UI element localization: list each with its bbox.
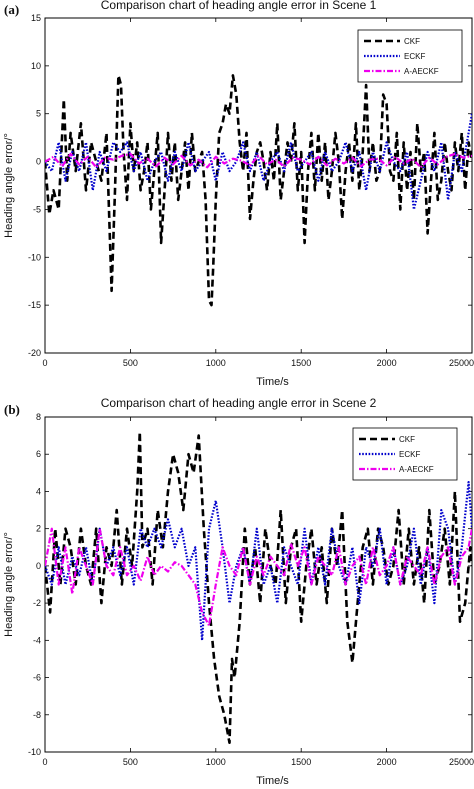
chart-title: Comparison chart of heading angle error … (101, 0, 377, 12)
series-line-a-aeckf (45, 152, 472, 169)
y-tick-label: -8 (33, 710, 41, 720)
series-line-ckf (45, 74, 472, 307)
legend-label: CKF (404, 37, 420, 46)
y-tick-label: -6 (33, 673, 41, 683)
legend: CKF ECKF A-AECKF (352, 427, 458, 481)
x-tick-label: 500 (123, 358, 138, 368)
legend-label: A-AECKF (399, 465, 434, 474)
y-tick-label: 2 (36, 524, 41, 534)
plot-frame (44, 416, 473, 753)
legend-box (357, 29, 463, 83)
y-tick-label: 5 (36, 109, 41, 119)
x-tick-label: 1500 (291, 358, 311, 368)
y-tick-label: -15 (28, 300, 41, 310)
x-tick-label: 1000 (206, 358, 226, 368)
plot-frame (44, 17, 473, 354)
series-line-a-aeckf (45, 527, 472, 627)
series-line-eckf (45, 113, 472, 211)
y-tick-label: -10 (28, 747, 41, 757)
legend: CKF ECKF A-AECKF (357, 29, 463, 83)
y-tick-label: -2 (33, 598, 41, 608)
y-tick-label: 4 (36, 486, 41, 496)
chart-title: Comparison chart of heading angle error … (101, 396, 377, 410)
x-tick-label: 500 (123, 757, 138, 767)
series-line-ckf (45, 430, 472, 745)
legend-box (352, 427, 458, 481)
y-axis-label: Heading angle error/° (3, 532, 15, 637)
panel-label: (b) (4, 402, 20, 417)
y-axis-label: Heading angle error/° (3, 133, 15, 238)
legend-label: CKF (399, 435, 415, 444)
x-tick-label: 1000 (206, 757, 226, 767)
x-axis-label: Time/s (256, 775, 289, 787)
y-tick-label: -5 (33, 204, 41, 214)
x-tick-label: 0 (42, 757, 47, 767)
chart-panel-1: (a) Comparison chart of heading angle err… (3, 0, 474, 388)
x-tick-label: 2000 (377, 358, 397, 368)
legend-label: A-AECKF (404, 67, 439, 76)
y-tick-label: 15 (31, 13, 41, 23)
y-tick-label: 8 (36, 412, 41, 422)
chart-panel-2: (b) Comparison chart of heading angle err… (3, 396, 474, 787)
y-tick-label: 10 (31, 61, 41, 71)
panel-label: (a) (4, 2, 19, 17)
x-tick-label: 25000 (449, 358, 474, 368)
y-tick-label: 0 (36, 157, 41, 167)
x-axis-label: Time/s (256, 376, 289, 388)
y-tick-label: -10 (28, 252, 41, 262)
legend-label: ECKF (404, 52, 425, 61)
x-tick-label: 0 (42, 358, 47, 368)
y-tick-label: 6 (36, 449, 41, 459)
x-tick-label: 1500 (291, 757, 311, 767)
y-tick-label: -4 (33, 635, 41, 645)
x-tick-label: 25000 (449, 757, 474, 767)
series-line-eckf (45, 481, 472, 642)
y-tick-label: -20 (28, 348, 41, 358)
x-tick-label: 2000 (377, 757, 397, 767)
legend-label: ECKF (399, 450, 420, 459)
y-tick-label: 0 (36, 561, 41, 571)
